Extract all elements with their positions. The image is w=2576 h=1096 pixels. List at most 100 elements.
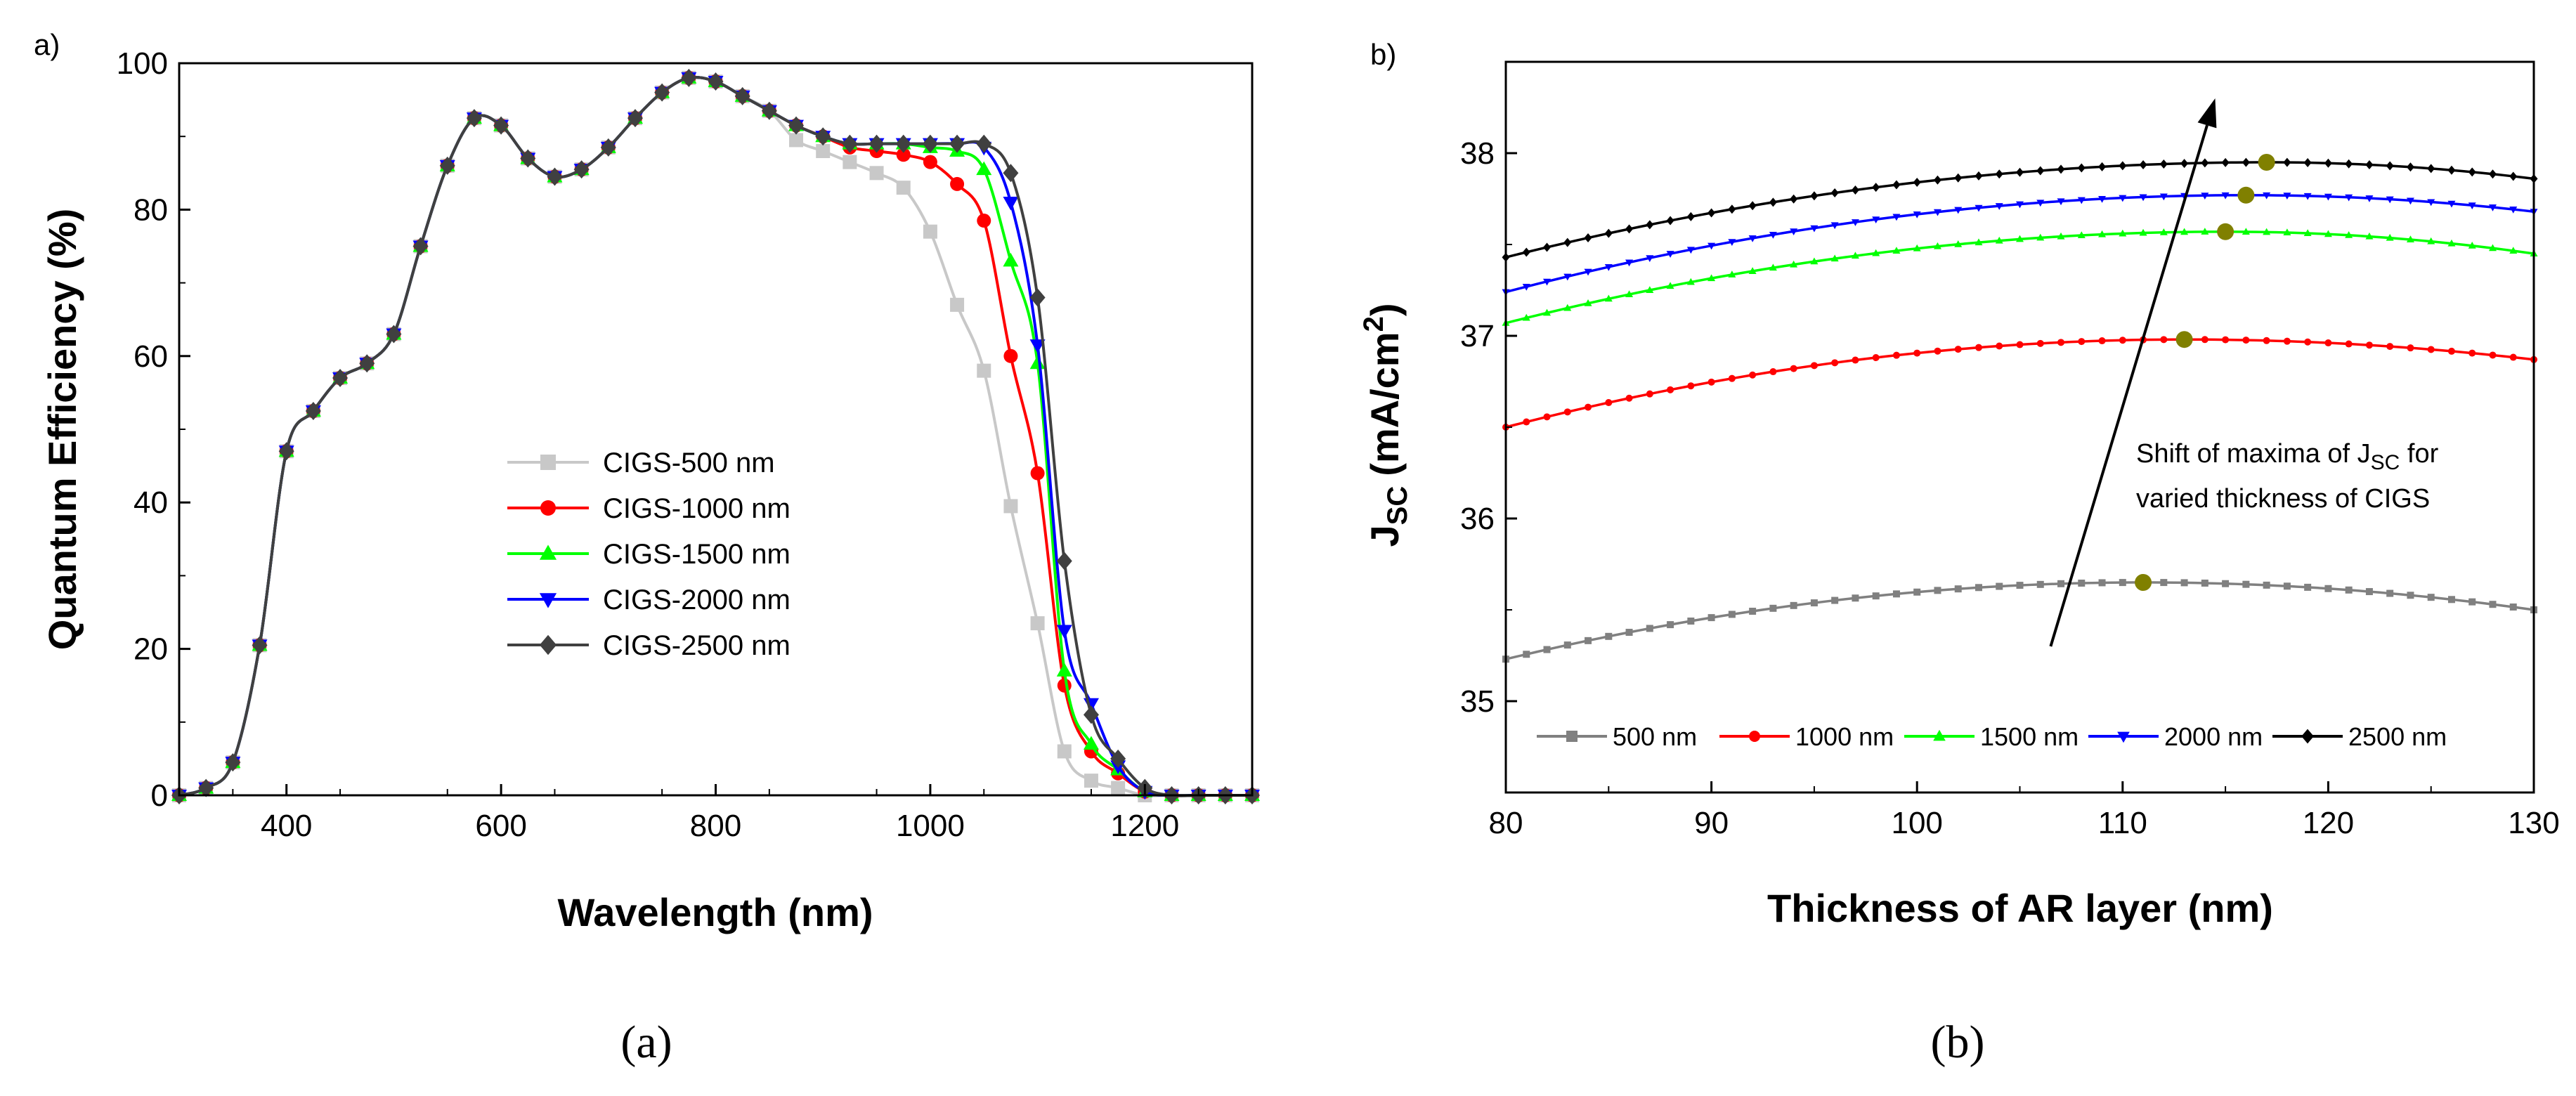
panel-b-legend: 500 nm 1000 nm 1500 nm 2000 nm 2500 nm <box>1537 722 2447 751</box>
panel-b-data-point <box>1543 242 1552 252</box>
panel-b-data-point <box>2303 229 2312 237</box>
panel-b-data-point <box>2303 193 2312 200</box>
panel-a-data-point <box>278 442 294 461</box>
panel-a-legend: CIGS-500 nm CIGS-1000 nm CIGS-1500 nm CIGS-… <box>507 448 791 661</box>
panel-b-data-point <box>2427 164 2435 174</box>
panel-b-data-point <box>2077 163 2086 173</box>
panel-b-data-point <box>1830 254 1839 262</box>
panel-a-x-tick-label: 1000 <box>896 809 965 843</box>
panel-a-data-point <box>950 297 965 312</box>
panel-b-data-point <box>2324 339 2332 347</box>
panel-a-data-point <box>600 138 616 157</box>
panel-b-data-point <box>1604 228 1613 238</box>
panel-b-data-point <box>1954 240 1963 247</box>
panel-b-data-point <box>2242 228 2250 235</box>
panel-b-data-point <box>2365 341 2373 349</box>
panel-b-data-point <box>2365 588 2373 596</box>
panel-a-data-point <box>816 144 831 159</box>
panel-b-annotation-line1-post: for <box>2400 439 2438 469</box>
panel-b-data-point <box>1584 299 1592 306</box>
panel-a-data-point <box>977 363 991 378</box>
panel-b-data-point <box>2468 167 2476 177</box>
panel-a-data-point <box>976 161 992 176</box>
panel-b-data-point <box>2098 230 2107 237</box>
panel-a-y-tick-label: 40 <box>134 485 168 520</box>
panel-b-data-point <box>1769 197 1777 207</box>
panel-a-legend-marker <box>540 500 556 516</box>
panel-b-data-point <box>1585 403 1592 411</box>
panel-b-data-point <box>1995 203 2003 210</box>
panel-a-data-point <box>547 167 563 186</box>
panel-b-data-point <box>2427 237 2435 244</box>
panel-b-data-point <box>2303 158 2312 168</box>
panel-b-data-point <box>2221 192 2230 200</box>
panel-b-data-point <box>1605 399 1613 407</box>
panel-b-x-tick-label: 80 <box>1489 806 1523 840</box>
panel-b-data-point <box>1646 286 1654 293</box>
panel-a-data-point <box>493 116 509 135</box>
panel-a-data-point <box>1110 749 1126 768</box>
panel-b-data-point <box>2159 228 2168 235</box>
panel-b-data-point <box>1933 209 1941 216</box>
panel-a-data-point <box>359 354 375 373</box>
panel-b-data-point <box>1584 233 1592 243</box>
panel-b-data-point <box>2201 336 2209 344</box>
panel-a-x-tick-label: 400 <box>261 809 312 843</box>
panel-b-data-point <box>2386 343 2394 351</box>
panel-b-data-point <box>1687 617 1695 625</box>
panel-b-legend-marker <box>1749 731 1760 742</box>
panel-a-data-point <box>869 134 885 153</box>
panel-b-data-point <box>2468 349 2476 357</box>
panel-a-data-point <box>1030 616 1045 631</box>
panel-a-data-point <box>681 68 697 87</box>
panel-a-data-point <box>734 86 750 105</box>
panel-b-data-point <box>1872 353 1880 361</box>
panel-a-data-point <box>922 134 938 153</box>
panel-b-data-point <box>1543 413 1551 421</box>
panel-a-x-axis-title: Wavelength (nm) <box>557 890 873 934</box>
panel-b-data-point <box>1585 637 1592 644</box>
panel-b-data-point <box>2447 347 2455 355</box>
panel-b-data-point <box>2201 193 2209 200</box>
panel-b-data-point <box>1975 204 1983 212</box>
panel-a-data-point <box>869 166 884 181</box>
panel-b-y-axis-title: JSC (mA/cm2) <box>1358 303 1413 547</box>
panel-a-data-point <box>1003 252 1019 267</box>
panel-b-x-tick-label: 90 <box>1694 806 1729 840</box>
panel-b-data-point <box>1666 282 1674 289</box>
panel-b-data-point <box>1667 621 1674 629</box>
panel-a-x-tick-label: 800 <box>690 809 741 843</box>
panel-b-data-point <box>2345 159 2353 169</box>
panel-b-data-point <box>1954 585 1962 593</box>
panel-a-caption: (a) <box>620 1017 672 1068</box>
panel-b-data-point <box>1892 247 1901 254</box>
panel-b-legend-marker <box>1933 729 1946 741</box>
panel-b-data-point <box>1852 356 1859 364</box>
panel-b-data-point <box>2119 229 2127 237</box>
panel-a-x-tick-label: 1200 <box>1110 809 1179 843</box>
panel-b-data-point <box>1913 349 1921 357</box>
panel-b-data-point <box>1522 313 1530 321</box>
panel-b-data-point <box>2201 579 2209 587</box>
panel-b-data-point <box>1769 604 1777 612</box>
panel-a-data-point <box>332 369 349 388</box>
panel-a-data-point <box>439 156 455 175</box>
panel-b-data-point <box>2345 231 2353 238</box>
panel-b-legend-label: 500 nm <box>1613 722 1697 751</box>
panel-a-data-point <box>1084 774 1098 788</box>
panel-b-data-point <box>1790 365 1797 372</box>
panel-a-data-point <box>573 160 590 179</box>
panel-b-data-point <box>2242 157 2250 167</box>
panel-b-data-point <box>2078 580 2086 587</box>
panel-b-data-point <box>1686 211 1695 221</box>
panel-b-data-point <box>2324 158 2332 168</box>
panel-b-caption: (b) <box>1931 1017 1985 1068</box>
panel-b-data-point <box>2057 198 2065 206</box>
panel-b-data-point <box>1605 632 1613 640</box>
panel-b-x-tick-label: 110 <box>2098 806 2147 840</box>
panel-b-data-point <box>1523 651 1530 658</box>
panel-b-data-point <box>1996 342 2003 350</box>
panel-b-data-point <box>2365 195 2374 202</box>
panel-a-series-line <box>178 75 1252 797</box>
panel-a-data-point <box>896 148 911 162</box>
